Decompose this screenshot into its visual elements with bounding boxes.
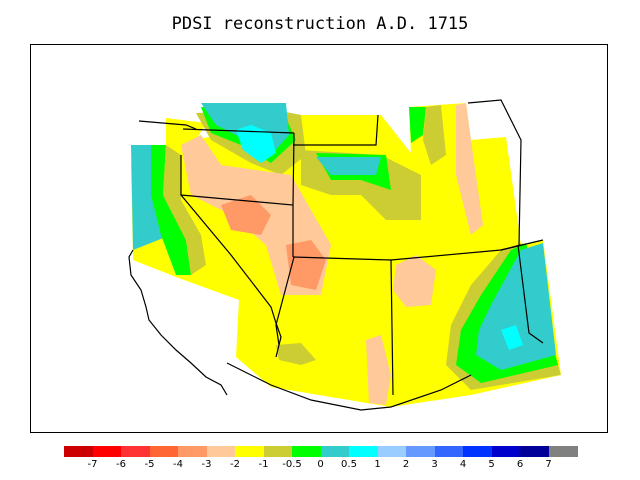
legend-swatch (178, 446, 207, 457)
map-frame (30, 44, 608, 433)
legend-tick-label: -5 (144, 459, 155, 470)
legend-swatch (463, 446, 492, 457)
pdsi-region-co-peach (393, 255, 436, 307)
legend-swatch (292, 446, 321, 457)
border-mexico (226, 362, 472, 411)
legend-tick-label: -4 (173, 459, 183, 470)
border-wa (182, 128, 295, 134)
pdsi-region-salmon-nv (221, 195, 271, 235)
legend-tick-label: -7 (87, 459, 98, 470)
legend-swatch (377, 446, 407, 457)
pdsi-region-coast-green (151, 145, 191, 275)
legend-tick-label: 0.5 (341, 459, 357, 470)
pdsi-region-ne-peach (456, 103, 483, 235)
legend-tick-label: 5 (488, 459, 495, 470)
state-boundaries (128, 99, 544, 411)
coastline (128, 249, 228, 396)
legend-tick-label: -2 (230, 459, 240, 470)
legend-tick-label: 1 (374, 459, 381, 470)
border-or-id (138, 120, 197, 130)
pdsi-map (128, 99, 561, 411)
legend-swatch (149, 446, 179, 457)
legend-swatch (406, 446, 435, 457)
pdsi-region-sw-olive (276, 343, 316, 365)
legend-tick-label: -6 (116, 459, 126, 470)
legend-tick-label: -0.5 (282, 459, 302, 470)
legend-tick-label: 6 (516, 459, 524, 470)
legend-swatch (548, 446, 578, 457)
legend-swatch (206, 446, 236, 457)
border-az-nm (275, 256, 295, 346)
legend-tick-label: 7 (545, 459, 552, 470)
legend-tick-label: 2 (402, 459, 410, 470)
pdsi-region-north-cyan (236, 125, 276, 163)
legend-swatch (64, 446, 93, 457)
legend-swatch (121, 446, 150, 457)
legend-tick-label: -1 (258, 459, 269, 470)
legend-swatch (92, 446, 122, 457)
legend-tick-label: 0 (317, 459, 324, 470)
legend-swatch (434, 446, 464, 457)
legend-tick-label: 4 (459, 459, 467, 470)
legend-tick-label: -3 (201, 459, 212, 470)
legend-swatch (349, 446, 378, 457)
legend-swatch (320, 446, 350, 457)
legend-swatch (520, 446, 549, 457)
pdsi-region-ne-olive (423, 105, 446, 165)
border-wy-mt (293, 114, 379, 146)
legend-swatch (235, 446, 264, 457)
border-tx (517, 244, 544, 344)
pdsi-region-salmon-ut (286, 240, 326, 290)
pdsi-region-wy-teal (316, 157, 381, 175)
border-nd-sd (467, 99, 522, 246)
pdsi-region-az-peach (366, 335, 391, 405)
legend-swatch (263, 446, 293, 457)
map-title: PDSI reconstruction A.D. 1715 (171, 14, 469, 34)
pdsi-region-coast-olive (163, 145, 206, 275)
legend-tick-label: 3 (431, 459, 438, 470)
pdsi-region-se-cyan (501, 325, 523, 350)
legend-swatch (491, 446, 521, 457)
border-ok-tx (500, 239, 544, 251)
pdsi-region-ne-green (409, 107, 426, 143)
